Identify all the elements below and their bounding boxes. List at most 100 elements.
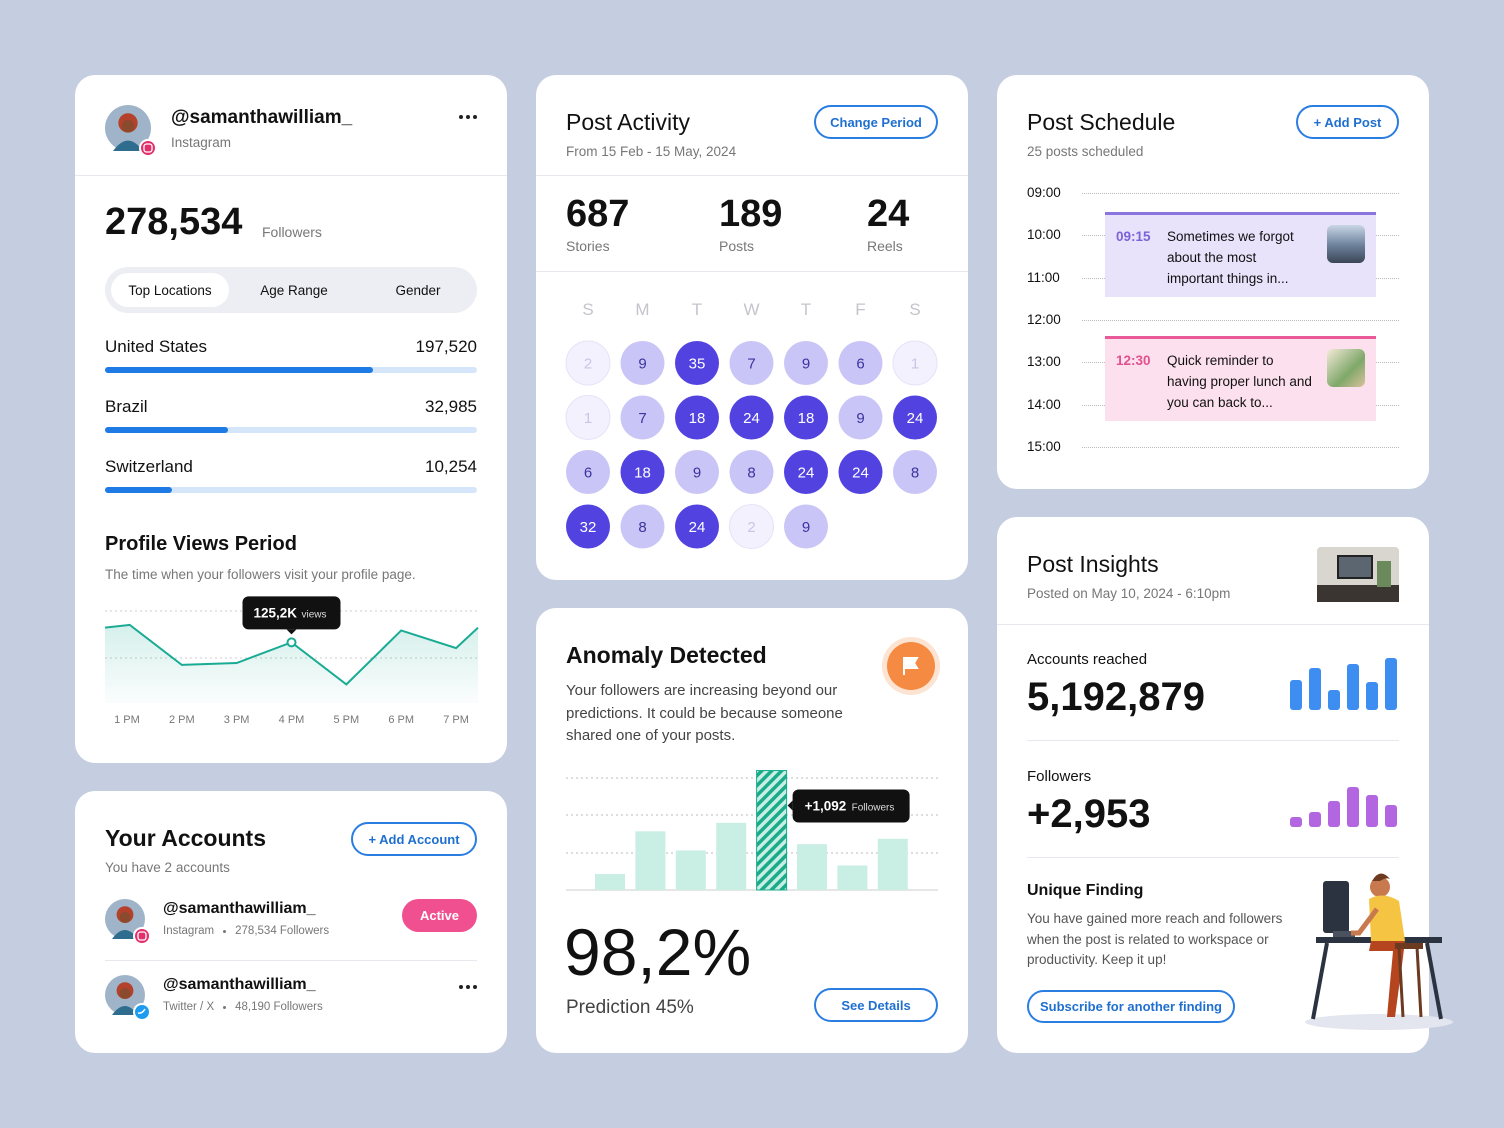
day-count: 8: [911, 465, 919, 482]
day-count: 9: [802, 356, 810, 373]
day-cell: [892, 340, 938, 386]
bar: [837, 865, 868, 890]
day-count: 7: [638, 410, 646, 427]
day-count: 9: [802, 519, 810, 536]
day-cell: [784, 450, 828, 494]
mini-bar: [1347, 664, 1359, 710]
add-post-button[interactable]: + Add Post: [1296, 105, 1399, 139]
tab[interactable]: Age Range: [260, 282, 328, 298]
section-title: Profile Views Period: [105, 533, 297, 555]
day-count: 24: [907, 410, 924, 427]
metric-value: +2,953: [1027, 792, 1151, 836]
day-cell: [838, 341, 883, 385]
card-subtitle: You have 2 accounts: [105, 860, 230, 875]
card-title: Post Activity: [566, 109, 690, 135]
see-details-button[interactable]: See Details: [814, 988, 938, 1022]
prediction: Prediction 45%: [566, 997, 694, 1018]
day-cell: [566, 450, 610, 494]
time-label: 12:00: [1027, 311, 1061, 327]
weekday: S: [582, 300, 593, 319]
location-value: 197,520: [415, 337, 477, 356]
day-cell: [729, 504, 774, 549]
big-value: 98,2%: [564, 915, 752, 989]
day-cell: [729, 395, 774, 440]
tab[interactable]: Top Locations: [111, 273, 229, 307]
mini-bar: [1366, 682, 1378, 710]
avatar: [105, 899, 151, 945]
x-tick-label: 2 PM: [169, 714, 195, 726]
time-label: 13:00: [1027, 354, 1061, 370]
anomaly-chart: +1,092 Followers: [566, 637, 940, 891]
avatar: [105, 105, 157, 157]
day-cell: [675, 341, 719, 385]
tab[interactable]: Gender: [395, 282, 441, 298]
menu[interactable]: [459, 115, 477, 119]
tooltip-value: +1,092: [805, 799, 847, 814]
tooltip-unit: Followers: [852, 803, 895, 814]
dot: [473, 985, 477, 989]
followers-label: Followers: [262, 224, 322, 240]
progress-bar: [105, 487, 172, 493]
day-cell: [675, 395, 719, 440]
divider: [1027, 740, 1399, 741]
dot: [466, 985, 470, 989]
day-count: 24: [798, 465, 815, 482]
weekday: W: [743, 300, 759, 319]
tooltip-value: 125,2K: [254, 605, 298, 620]
bar: [635, 831, 666, 890]
day-cell: [620, 504, 665, 549]
x-tick-label: 1 PM: [114, 714, 140, 726]
time-label: 11:00: [1027, 269, 1060, 285]
bar: [675, 850, 706, 890]
schedule-card: Post Schedule 25 posts scheduled + Add P…: [997, 75, 1429, 489]
event[interactable]: 09:15 Sometimes we forgot about the most …: [1105, 212, 1376, 297]
views-chart: 1 PM 2 PM 3 PM 4 PM 5 PM 6 PM 7 PM 125,2K views: [104, 596, 479, 726]
location-value: 10,254: [425, 457, 477, 476]
subscribe-button[interactable]: Subscribe for another finding: [1027, 990, 1235, 1023]
accounts-card: Your Accounts You have 2 accounts + Add …: [75, 791, 507, 1053]
tooltip-pointer: [286, 629, 297, 635]
metric-label: Followers: [1027, 768, 1092, 785]
card-title: Post Insights: [1027, 551, 1159, 577]
stat-value: 189: [719, 193, 783, 235]
card-title: Anomaly Detected: [566, 642, 767, 668]
day-count: 18: [798, 410, 815, 427]
location-name: Brazil: [105, 397, 148, 416]
day-count: 6: [856, 356, 864, 373]
card-subtitle: 25 posts scheduled: [1027, 144, 1144, 159]
platform: Instagram: [171, 135, 232, 150]
divider: [75, 175, 507, 176]
event-time: 12:30: [1116, 353, 1151, 368]
avatar: [105, 975, 151, 1021]
account-platform: Twitter / X: [163, 1001, 215, 1013]
day-cell: [838, 450, 883, 494]
insights-card: Post Insights Posted on May 10, 2024 - 6…: [997, 517, 1453, 1053]
weekday: T: [692, 300, 702, 319]
time-line: [1082, 193, 1399, 194]
day-count: 18: [634, 465, 651, 482]
time-label: 09:00: [1027, 185, 1061, 200]
progress-bar: [105, 427, 228, 433]
change-period-button[interactable]: Change Period: [814, 105, 938, 139]
event[interactable]: 12:30 Quick reminder to having proper lun…: [1105, 336, 1376, 421]
day-cell: [620, 341, 665, 385]
mini-bar: [1347, 787, 1359, 827]
area: [105, 624, 478, 703]
weekday: T: [801, 300, 811, 319]
tooltip-unit: views: [302, 609, 327, 620]
mini-bar: [1366, 795, 1378, 827]
location-value: 32,985: [425, 397, 477, 416]
card-text: Your followers are increasing beyond our…: [566, 682, 843, 744]
day-cell: [893, 450, 937, 494]
stat-label: Posts: [719, 238, 755, 254]
weekday: F: [855, 300, 865, 319]
time-label: 15:00: [1027, 438, 1061, 454]
metric-value: 5,192,879: [1027, 675, 1205, 719]
add-account-button[interactable]: + Add Account: [351, 822, 477, 856]
status-badge: Active: [402, 899, 477, 932]
finding-text: You have gained more reach and followers…: [1027, 911, 1283, 967]
day-count: 9: [638, 356, 646, 373]
event-thumbnail: [1327, 349, 1365, 387]
menu[interactable]: [459, 985, 477, 989]
